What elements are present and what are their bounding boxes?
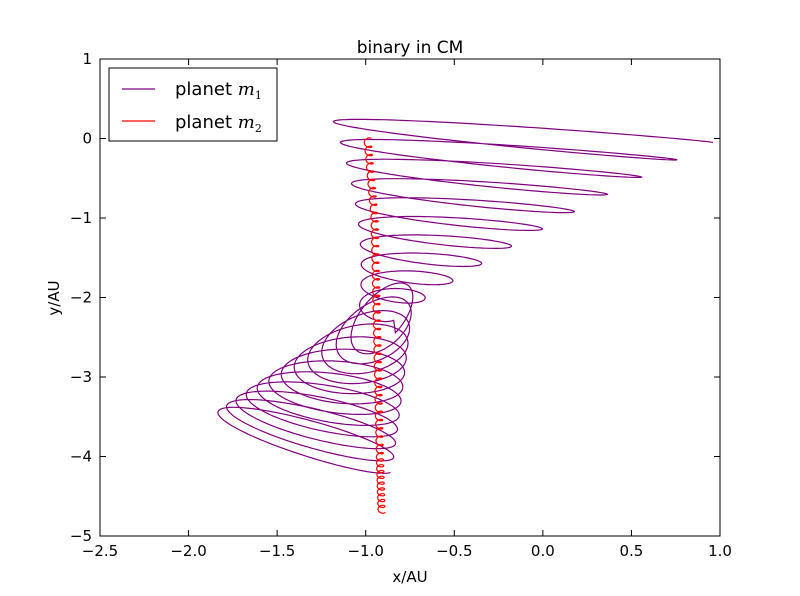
x-tick-label: 0.5 xyxy=(619,542,643,560)
x-tick-label: −1.0 xyxy=(347,542,383,560)
y-tick-label: 1 xyxy=(82,50,92,68)
series-2-trajectory xyxy=(363,137,386,514)
x-axis: −2.5 −2.0 −1.5 −1.0 −0.5 0.0 0.5 1.0 xyxy=(82,59,732,560)
x-tick-label: 1.0 xyxy=(708,542,732,560)
x-axis-label: x/AU xyxy=(392,568,427,586)
y-tick-label: −3 xyxy=(70,368,92,386)
series-1-line xyxy=(217,118,714,474)
x-tick-label: −0.5 xyxy=(436,542,472,560)
y-axis-label: y/AU xyxy=(45,280,63,315)
series-1-trajectory xyxy=(217,118,714,474)
y-tick-label: −5 xyxy=(70,527,92,545)
x-tick-label: −1.5 xyxy=(259,542,295,560)
legend-box xyxy=(108,67,278,142)
y-tick-label: −4 xyxy=(70,448,92,466)
y-tick-label: 0 xyxy=(82,130,92,148)
y-tick-label: −1 xyxy=(70,209,92,227)
x-tick-label: −2.0 xyxy=(170,542,206,560)
x-tick-label: −2.5 xyxy=(82,542,118,560)
legend: planet m1 planet m2 xyxy=(108,67,278,142)
series-layer xyxy=(217,118,714,514)
y-axis: 1 0 −1 −2 −3 −4 −5 xyxy=(70,50,720,545)
chart-title: binary in CM xyxy=(357,38,464,58)
legend-label-2: planet m2 xyxy=(175,112,262,135)
series-2-line xyxy=(363,137,386,514)
x-tick-label: 0.0 xyxy=(531,542,555,560)
y-tick-label: −2 xyxy=(70,289,92,307)
legend-label-1: planet m1 xyxy=(175,79,262,102)
